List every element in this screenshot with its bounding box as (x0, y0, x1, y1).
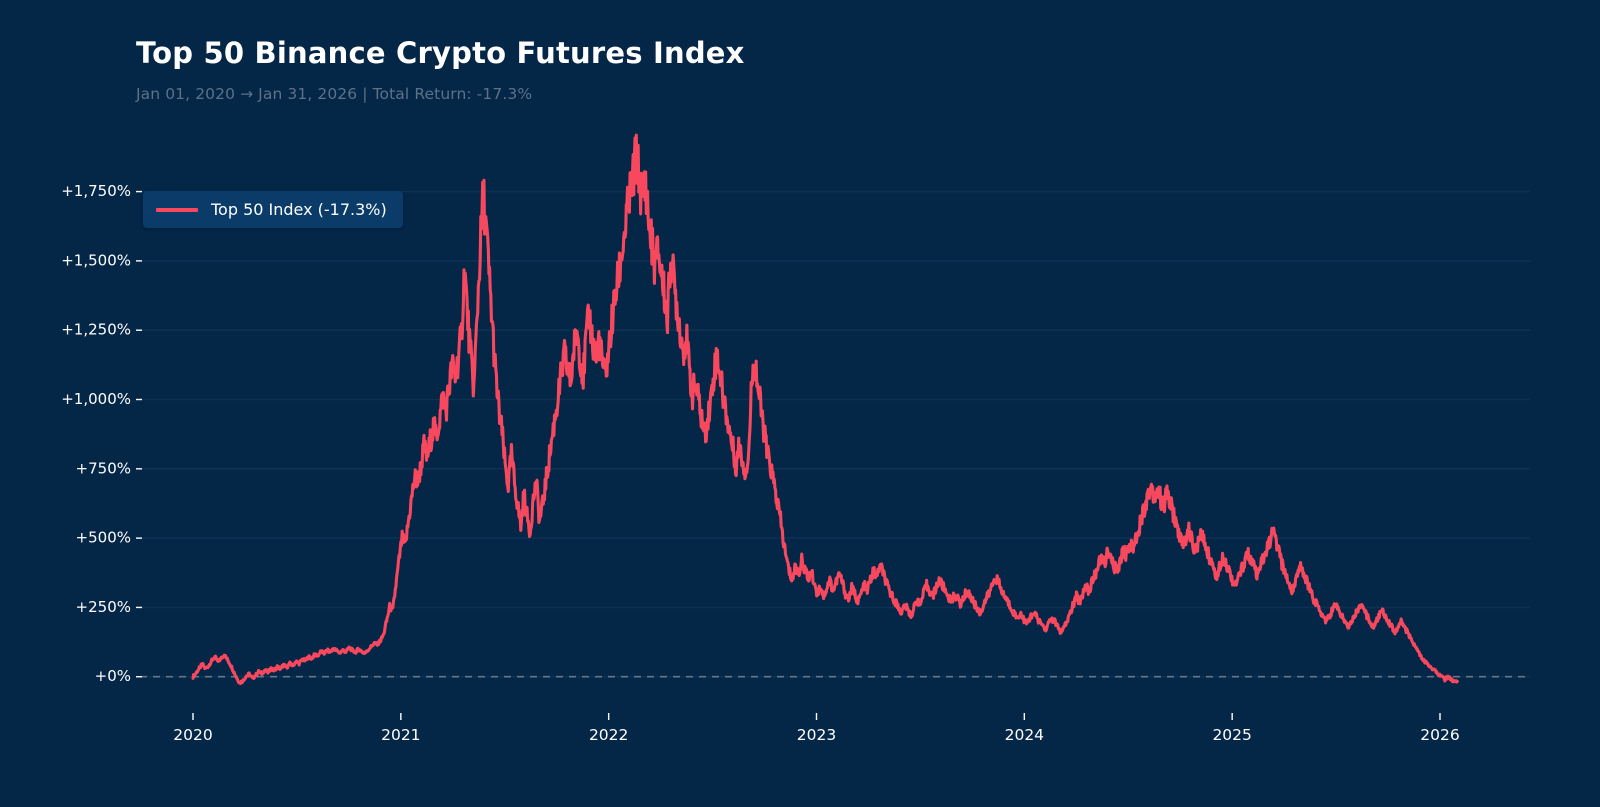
legend-line-swatch (156, 207, 198, 212)
x-axis-tick-label: 2022 (589, 726, 628, 744)
y-axis-tick-label: +1,000% (61, 390, 131, 408)
x-axis-tick-label: 2025 (1212, 726, 1251, 744)
y-axis-tick-label: +250% (76, 598, 131, 616)
chart-header: Top 50 Binance Crypto Futures Index Jan … (136, 36, 745, 103)
chart-legend[interactable]: Top 50 Index (-17.3%) (143, 191, 403, 228)
y-axis-tick-label: +500% (76, 529, 131, 547)
series-line-top-50-index (191, 133, 1459, 686)
y-axis-tick-label: +0% (95, 667, 131, 685)
x-axis-tick-label: 2024 (1005, 726, 1044, 744)
x-axis-tick-label: 2021 (381, 726, 420, 744)
x-axis-tick-label: 2020 (173, 726, 212, 744)
y-axis-tick-label: +1,250% (61, 321, 131, 339)
y-axis-tick-label: +1,500% (61, 251, 131, 269)
x-axis-tick-label: 2023 (797, 726, 836, 744)
chart-subtitle: Jan 01, 2020 → Jan 31, 2026 | Total Retu… (136, 84, 533, 103)
y-axis-tick-label: +750% (76, 459, 131, 477)
x-axis-tick-label: 2026 (1420, 726, 1459, 744)
legend-series-label: Top 50 Index (-17.3%) (211, 200, 387, 219)
page-title: Top 50 Binance Crypto Futures Index (136, 36, 745, 70)
y-axis-tick-label: +1,750% (61, 182, 131, 200)
